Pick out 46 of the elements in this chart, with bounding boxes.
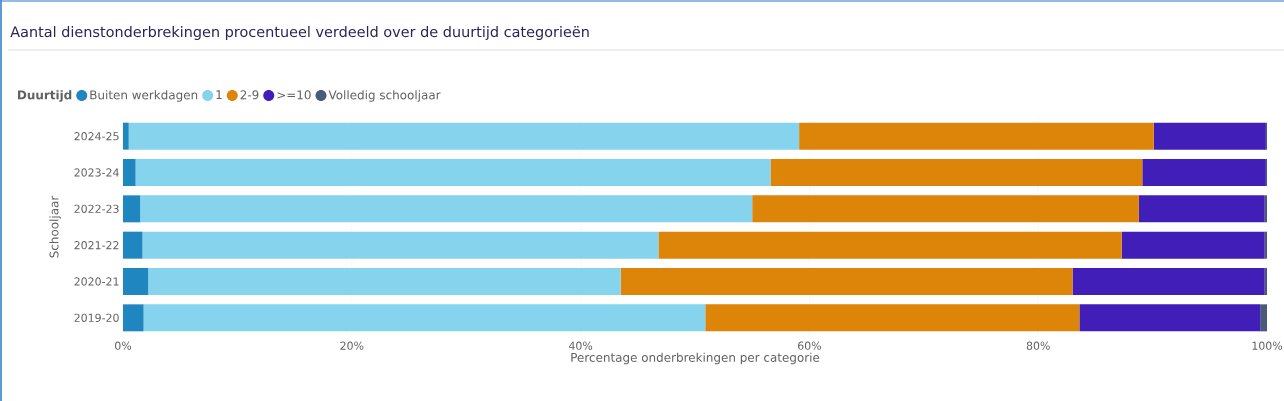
bar xyxy=(128,122,800,150)
bar xyxy=(1153,122,1266,150)
bar xyxy=(142,231,659,259)
legend-label: Buiten werkdagen xyxy=(90,90,198,102)
y-tick-label: 2020-21 xyxy=(74,277,119,286)
bar xyxy=(123,268,149,295)
y-tick-label: 2023-24 xyxy=(74,168,119,177)
bar xyxy=(1121,231,1265,259)
x-tick-label: 80% xyxy=(1026,341,1050,350)
x-tick-label: 100% xyxy=(1252,341,1283,350)
bar xyxy=(123,159,136,187)
bar xyxy=(123,122,129,150)
y-tick-label: 2019-20 xyxy=(74,313,119,322)
bar xyxy=(705,304,1080,332)
bar xyxy=(799,122,1154,150)
chart-title: Aantal dienstonderbrekingen procentueel verdeeld over de duurtijd categorieën xyxy=(10,26,589,40)
y-tick-label: 2022-23 xyxy=(74,204,119,213)
bar xyxy=(123,231,143,259)
bar xyxy=(770,159,1143,187)
bar xyxy=(140,195,753,223)
bar xyxy=(1138,195,1265,223)
bar xyxy=(123,304,144,332)
legend-label: 2-9 xyxy=(240,90,259,100)
bar xyxy=(1260,304,1268,332)
y-tick-label: 2021-22 xyxy=(74,241,119,250)
x-tick-label: 20% xyxy=(340,341,364,350)
y-tick-label: 2024-25 xyxy=(74,132,119,141)
x-axis-title: Percentage onderbrekingen per categorie xyxy=(571,352,820,365)
bar xyxy=(752,195,1139,223)
bar xyxy=(123,195,141,223)
y-axis-title: Schooljaar xyxy=(49,195,61,258)
legend-label: >=10 xyxy=(277,90,311,100)
legend-title: Duurtijd xyxy=(18,90,72,102)
bar xyxy=(1142,159,1266,187)
x-tick-label: 40% xyxy=(568,341,593,350)
legend-label: Volledig schooljaar xyxy=(328,90,441,102)
bar xyxy=(1072,268,1265,295)
bar xyxy=(148,268,621,295)
bar xyxy=(1079,304,1261,332)
legend-label: 1 xyxy=(216,90,222,100)
x-tick-label: 60% xyxy=(798,341,821,350)
bar xyxy=(143,304,706,332)
bar xyxy=(620,268,1073,295)
x-tick-label: 0% xyxy=(115,341,132,350)
bar xyxy=(135,159,771,187)
bar xyxy=(658,231,1122,259)
